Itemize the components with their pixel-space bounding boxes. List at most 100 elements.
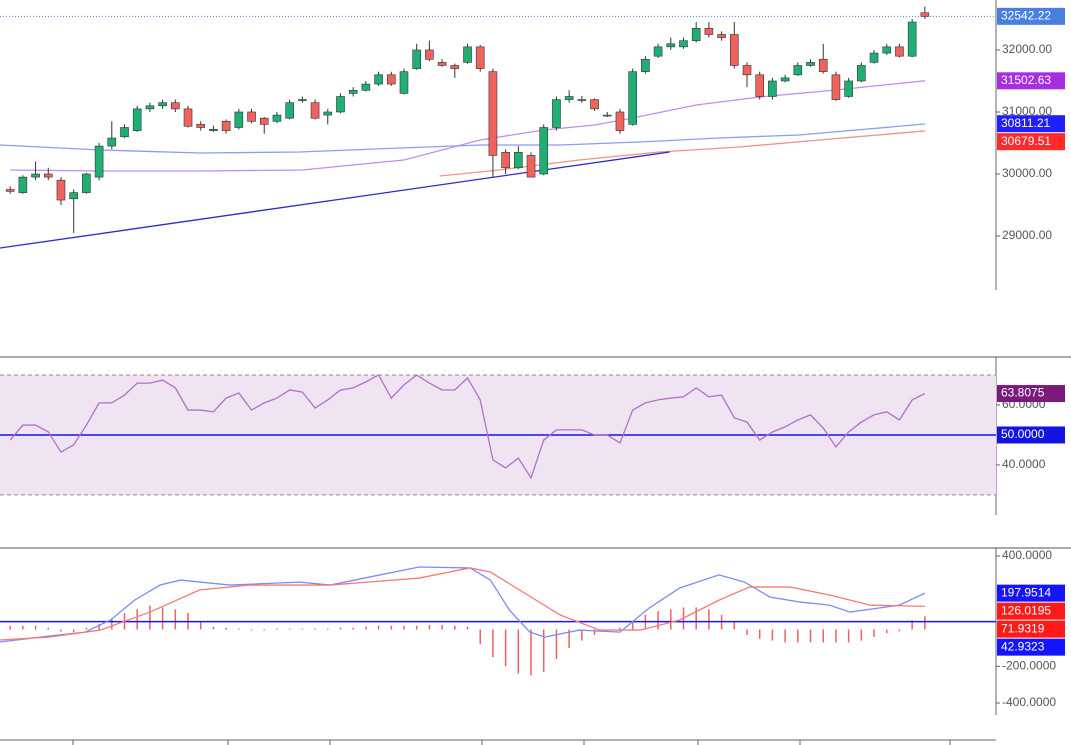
candle-body bbox=[869, 52, 879, 63]
y-tick-label: 40.0000 bbox=[1002, 457, 1046, 471]
value-label: 32542.22 bbox=[1001, 9, 1051, 23]
candle-body bbox=[602, 114, 612, 117]
candle-body bbox=[386, 74, 396, 85]
candle-body bbox=[615, 111, 625, 131]
y-tick-label: 30000.00 bbox=[1002, 166, 1052, 180]
histogram-bar bbox=[301, 628, 304, 630]
histogram-bar bbox=[9, 625, 11, 630]
histogram-bar bbox=[797, 629, 799, 643]
histogram-bar bbox=[34, 625, 37, 630]
candle-body bbox=[18, 176, 28, 193]
candle-body bbox=[399, 71, 409, 94]
series-line bbox=[0, 567, 925, 641]
candle-body bbox=[107, 137, 117, 147]
candle-body bbox=[272, 114, 282, 122]
panel: 400.0000 -200.0000 -400.0000 197.9514 126.01… bbox=[0, 548, 1065, 709]
candle-body bbox=[374, 74, 383, 85]
value-label: 126.0195 bbox=[1001, 603, 1051, 617]
histogram-bar bbox=[85, 627, 88, 630]
candle-body bbox=[425, 49, 434, 60]
histogram-bar bbox=[60, 629, 62, 632]
candle-body bbox=[475, 46, 485, 69]
histogram-bar bbox=[708, 609, 710, 630]
histogram-bar bbox=[593, 629, 596, 636]
candle-body bbox=[844, 80, 853, 97]
series-line bbox=[10, 80, 925, 172]
candle-body bbox=[259, 117, 269, 125]
candle-body bbox=[501, 151, 510, 169]
candle-body bbox=[488, 71, 498, 156]
candle-body bbox=[247, 111, 256, 122]
candle-body bbox=[463, 46, 472, 63]
histogram-bar bbox=[415, 625, 418, 630]
candle-body bbox=[704, 27, 714, 35]
candle-body bbox=[450, 65, 460, 69]
candle-body bbox=[31, 173, 40, 178]
candle-body bbox=[209, 129, 218, 131]
histogram-bar bbox=[885, 629, 888, 634]
candle-body bbox=[590, 99, 599, 110]
histogram-bar bbox=[835, 629, 837, 643]
time-ticks bbox=[72, 740, 951, 745]
candle-body bbox=[552, 99, 561, 128]
y-tick-label: -200.0000 bbox=[1002, 658, 1056, 672]
candle-body bbox=[539, 127, 549, 175]
histogram-bar bbox=[111, 618, 113, 630]
candle-body bbox=[69, 192, 78, 200]
candle-body bbox=[564, 96, 574, 100]
candle-body bbox=[298, 99, 307, 101]
value-label-box bbox=[997, 602, 1065, 620]
histogram-bar bbox=[352, 627, 354, 630]
histogram-bar bbox=[149, 605, 151, 630]
candle-body bbox=[780, 77, 790, 82]
histogram-bar bbox=[581, 629, 583, 641]
histogram-bar bbox=[695, 607, 697, 630]
value-label-box bbox=[997, 72, 1065, 90]
candle-body bbox=[5, 189, 15, 192]
candle-body bbox=[628, 71, 637, 125]
candle-body bbox=[729, 34, 739, 66]
candle-body bbox=[831, 74, 841, 100]
candle-body bbox=[857, 65, 866, 82]
candle-body bbox=[348, 89, 358, 94]
histogram-bar bbox=[631, 622, 634, 630]
candle-body bbox=[323, 111, 333, 116]
candle-body bbox=[234, 111, 244, 128]
value-label: 31502.63 bbox=[1001, 73, 1051, 87]
value-label-box bbox=[997, 115, 1065, 133]
histogram-bar bbox=[276, 628, 278, 630]
y-tick-label: 31000.00 bbox=[1002, 104, 1052, 118]
candle-body bbox=[717, 34, 726, 38]
histogram-bar bbox=[530, 629, 532, 676]
candle-body bbox=[412, 49, 421, 69]
histogram-bar bbox=[873, 629, 875, 637]
candle-body bbox=[196, 124, 206, 128]
y-tick-label: 32000.00 bbox=[1002, 42, 1052, 56]
histogram-bar bbox=[403, 625, 405, 630]
value-label: 50.0000 bbox=[1001, 427, 1045, 441]
histogram-bar bbox=[847, 629, 850, 643]
y-tick-label: 29000.00 bbox=[1002, 228, 1052, 242]
candle-body bbox=[666, 43, 676, 48]
histogram-bar bbox=[377, 625, 380, 630]
candle-body bbox=[742, 65, 752, 76]
series-line bbox=[0, 123, 925, 154]
histogram-bar bbox=[466, 626, 469, 630]
candle-body bbox=[793, 65, 803, 76]
candle-body bbox=[920, 12, 930, 17]
histogram-bar bbox=[441, 624, 443, 630]
histogram-bar bbox=[454, 625, 456, 630]
value-label: 30811.21 bbox=[1001, 116, 1050, 130]
histogram-bar bbox=[898, 629, 901, 632]
histogram-bar bbox=[784, 629, 786, 643]
histogram-bar bbox=[504, 629, 507, 667]
value-label: 30679.51 bbox=[1001, 134, 1051, 148]
series-line bbox=[0, 151, 670, 249]
value-label: 197.9514 bbox=[1001, 585, 1051, 599]
candle-body bbox=[895, 46, 904, 57]
histogram-bar bbox=[288, 628, 291, 630]
histogram-bar bbox=[199, 622, 202, 630]
value-label: 42.9323 bbox=[1001, 639, 1045, 653]
